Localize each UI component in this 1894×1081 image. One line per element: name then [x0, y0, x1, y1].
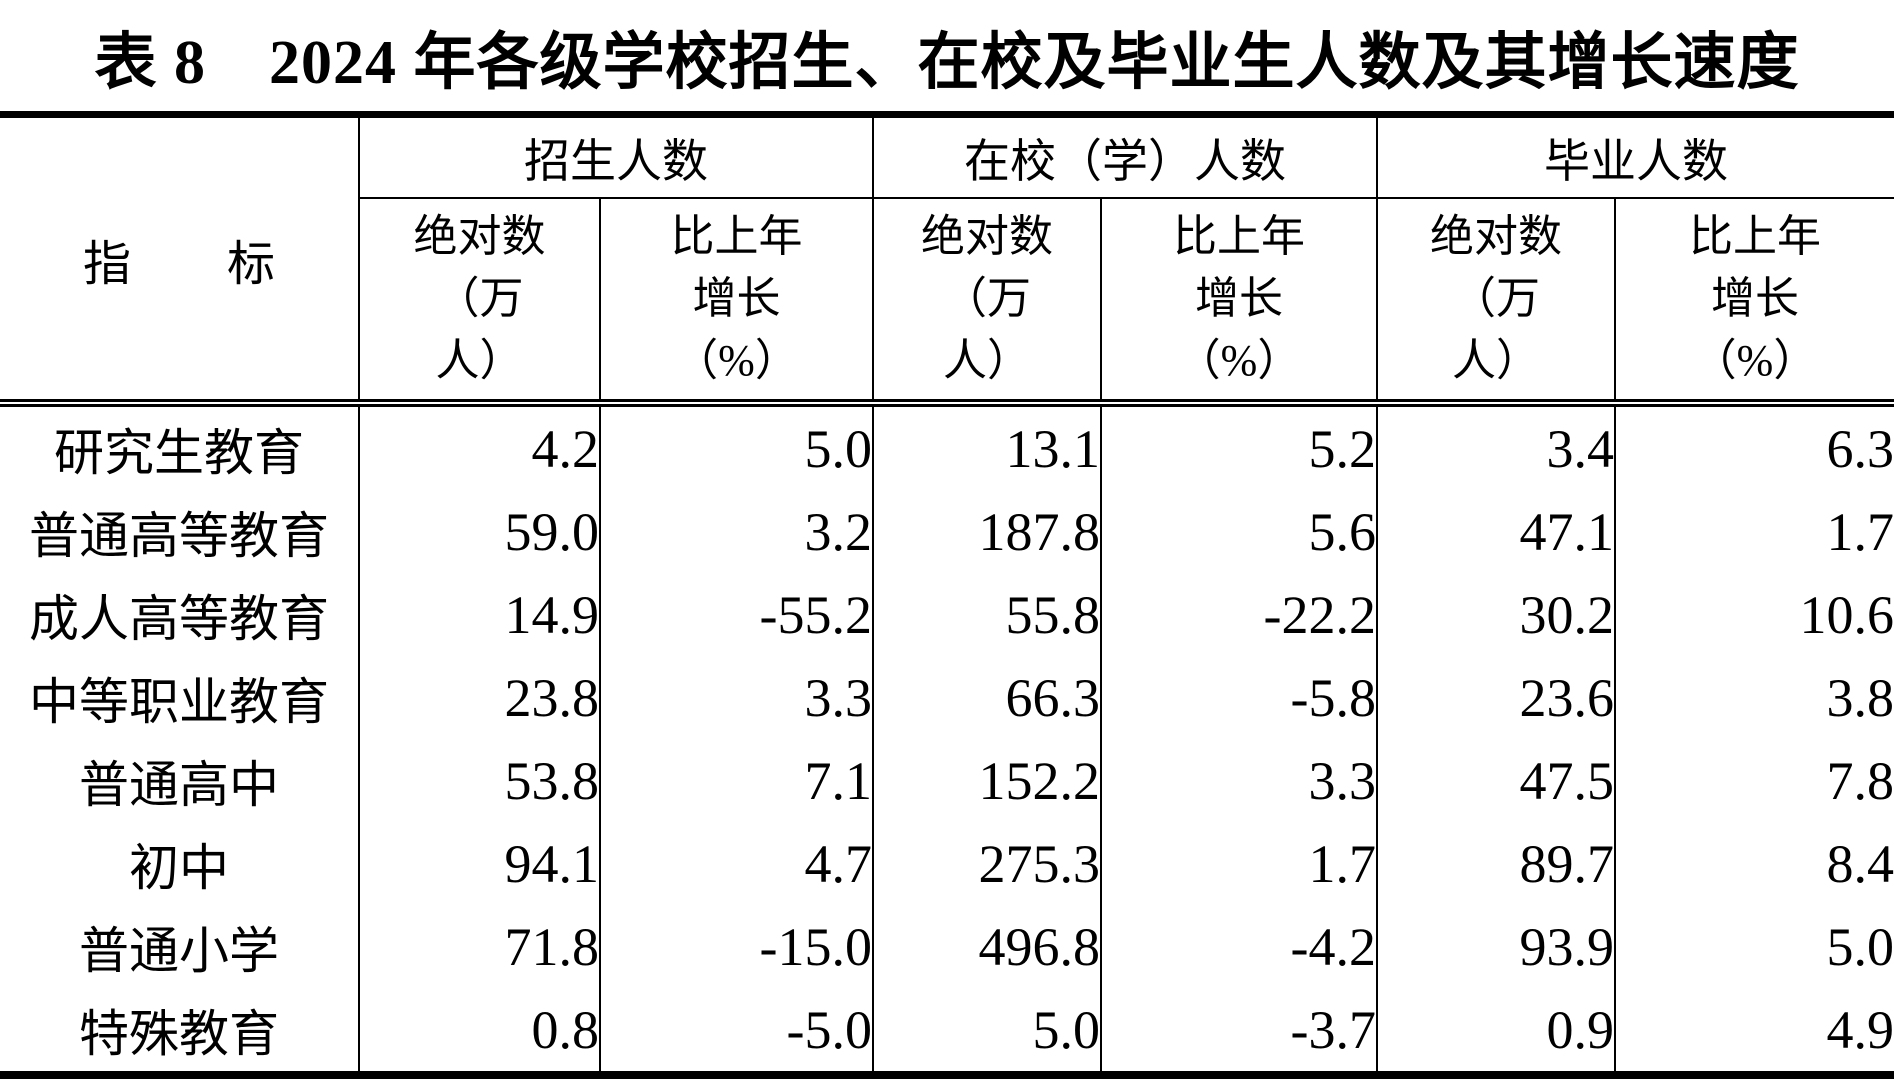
- cell-value: 187.8: [872, 490, 1101, 573]
- cell-value: 7.8: [1614, 739, 1894, 822]
- subheader-graduates-growth: 比上年 增长 （%）: [1614, 198, 1894, 407]
- sub-header-row: 绝对数 （万 人） 比上年 增长 （%） 绝对数 （万 人） 比上年 增长 （%…: [0, 198, 1894, 407]
- cell-value: 3.4: [1376, 403, 1615, 490]
- cell-value: 13.1: [872, 403, 1101, 490]
- cell-value: 66.3: [872, 656, 1101, 739]
- subheader-line: （万: [1452, 274, 1540, 323]
- cell-value: 47.5: [1376, 739, 1615, 822]
- subheader-line: 比上年: [1689, 212, 1821, 261]
- cell-value: 23.8: [358, 656, 600, 739]
- subheader-line: （万: [435, 274, 524, 323]
- cell-value: 152.2: [872, 739, 1101, 822]
- subheader-line: 绝对数: [921, 212, 1053, 261]
- cell-value: 4.7: [599, 822, 873, 905]
- cell-value: 93.9: [1376, 905, 1615, 988]
- cell-value: -3.7: [1100, 988, 1377, 1075]
- cell-value: 3.8: [1614, 656, 1894, 739]
- cell-value: 4.9: [1614, 988, 1894, 1075]
- cell-value: 4.2: [358, 403, 600, 490]
- cell-value: 5.0: [599, 403, 873, 490]
- title-band: 表 8 2024 年各级学校招生、在校及毕业生人数及其增长速度: [0, 0, 1894, 111]
- table-row: 研究生教育 4.2 5.0 13.1 5.2 3.4 6.3: [0, 403, 1894, 490]
- subheader-line: 比上年: [670, 212, 803, 261]
- row-label: 特殊教育: [79, 1005, 279, 1062]
- row-label: 普通高中: [79, 756, 279, 813]
- cell-value: 275.3: [872, 822, 1101, 905]
- table-row: 特殊教育 0.8 -5.0 5.0 -3.7 0.9 4.9: [0, 988, 1894, 1075]
- subheader-line: （%）: [674, 336, 799, 385]
- subheader-enrollment-growth: 比上年 增长 （%）: [599, 198, 873, 407]
- cell-value: 53.8: [358, 739, 600, 822]
- cell-value: 3.2: [599, 490, 873, 573]
- subheader-line: 人）: [435, 336, 524, 385]
- cell-value: 8.4: [1614, 822, 1894, 905]
- cell-value: 14.9: [358, 573, 600, 656]
- cell-value: 59.0: [358, 490, 600, 573]
- cell-value: 5.0: [1614, 905, 1894, 988]
- cell-value: -5.0: [599, 988, 873, 1075]
- cell-value: 6.3: [1614, 403, 1894, 490]
- subheader-line: （%）: [1692, 336, 1818, 385]
- cell-value: 5.0: [872, 988, 1101, 1075]
- statistics-table: 指 标 招生人数 在校（学）人数 毕业人数 绝对数 （万 人） 比上年 增长 （…: [0, 111, 1894, 1079]
- cell-value: 0.8: [358, 988, 600, 1075]
- cell-value: 496.8: [872, 905, 1101, 988]
- subheader-line: （万: [943, 274, 1031, 323]
- subheader-enrollment-absolute: 绝对数 （万 人）: [358, 198, 600, 407]
- row-label: 初中: [129, 839, 229, 896]
- subheader-line: 绝对数: [413, 212, 546, 261]
- cell-value: 30.2: [1376, 573, 1615, 656]
- cell-value: 23.6: [1376, 656, 1615, 739]
- cell-value: 3.3: [599, 656, 873, 739]
- group-header-graduates: 毕业人数: [1376, 114, 1894, 199]
- subheader-line: 增长: [692, 274, 781, 323]
- cell-value: -4.2: [1100, 905, 1377, 988]
- cell-value: -15.0: [599, 905, 873, 988]
- table-row: 成人高等教育 14.9 -55.2 55.8 -22.2 30.2 10.6: [0, 573, 1894, 656]
- subheader-line: 绝对数: [1430, 212, 1562, 261]
- subheader-line: 人）: [943, 336, 1031, 385]
- group-header-in-school: 在校（学）人数: [872, 114, 1377, 199]
- cell-value: 0.9: [1376, 988, 1615, 1075]
- cell-value: -5.8: [1100, 656, 1377, 739]
- table-row: 初中 94.1 4.7 275.3 1.7 89.7 8.4: [0, 822, 1894, 905]
- indicator-header-cell: 指 标: [0, 114, 359, 407]
- row-label: 中等职业教育: [29, 673, 329, 730]
- cell-value: 71.8: [358, 905, 600, 988]
- cell-value: 94.1: [358, 822, 600, 905]
- subheader-line: 增长: [1195, 274, 1283, 323]
- cell-value: 7.1: [599, 739, 873, 822]
- cell-value: 3.3: [1100, 739, 1377, 822]
- subheader-line: （%）: [1176, 336, 1302, 385]
- table-row: 普通小学 71.8 -15.0 496.8 -4.2 93.9 5.0: [0, 905, 1894, 988]
- row-label: 普通高等教育: [29, 507, 329, 564]
- cell-value: -55.2: [599, 573, 873, 656]
- table-title: 表 8 2024 年各级学校招生、在校及毕业生人数及其增长速度: [94, 28, 1800, 97]
- group-header-row: 指 标 招生人数 在校（学）人数 毕业人数: [0, 114, 1894, 407]
- cell-value: 5.6: [1100, 490, 1377, 573]
- table-row: 普通高等教育 59.0 3.2 187.8 5.6 47.1 1.7: [0, 490, 1894, 573]
- subheader-line: 比上年: [1173, 212, 1305, 261]
- cell-value: 5.2: [1100, 403, 1377, 490]
- cell-value: 55.8: [872, 573, 1101, 656]
- table-row: 中等职业教育 23.8 3.3 66.3 -5.8 23.6 3.8: [0, 656, 1894, 739]
- cell-value: 1.7: [1100, 822, 1377, 905]
- row-label: 成人高等教育: [29, 590, 329, 647]
- subheader-in-school-absolute: 绝对数 （万 人）: [872, 198, 1101, 407]
- subheader-in-school-growth: 比上年 增长 （%）: [1100, 198, 1377, 407]
- cell-value: -22.2: [1100, 573, 1377, 656]
- subheader-line: 增长: [1711, 274, 1799, 323]
- cell-value: 47.1: [1376, 490, 1615, 573]
- cell-value: 1.7: [1614, 490, 1894, 573]
- cell-value: 10.6: [1614, 573, 1894, 656]
- table-row: 普通高中 53.8 7.1 152.2 3.3 47.5 7.8: [0, 739, 1894, 822]
- row-label: 普通小学: [79, 922, 279, 979]
- group-header-enrollment: 招生人数: [358, 114, 873, 199]
- subheader-graduates-absolute: 绝对数 （万 人）: [1376, 198, 1615, 407]
- row-label: 研究生教育: [54, 424, 304, 481]
- subheader-line: 人）: [1452, 336, 1540, 385]
- cell-value: 89.7: [1376, 822, 1615, 905]
